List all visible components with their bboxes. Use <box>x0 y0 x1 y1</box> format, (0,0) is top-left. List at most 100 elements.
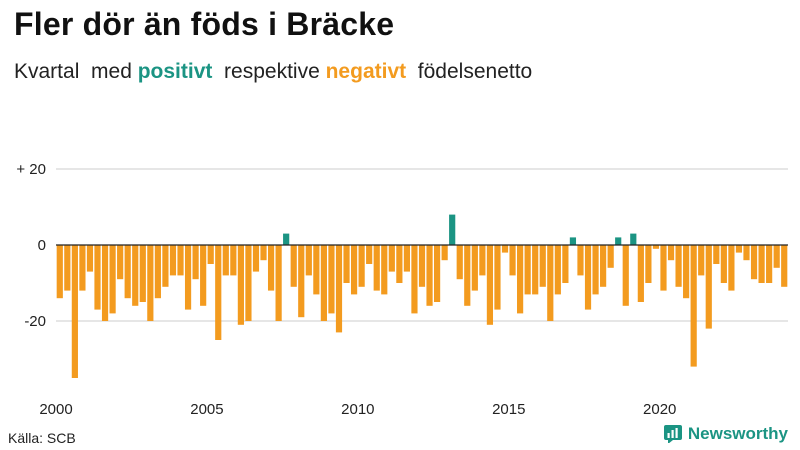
bar <box>690 245 697 367</box>
bar <box>758 245 765 283</box>
bar <box>562 245 569 283</box>
bar <box>169 245 177 276</box>
bar <box>622 245 629 306</box>
bar <box>86 245 94 272</box>
bar <box>592 245 599 295</box>
bar <box>667 245 675 261</box>
bar <box>124 245 131 299</box>
bar <box>366 245 373 264</box>
bar <box>600 245 607 287</box>
bar <box>569 237 577 245</box>
bar <box>675 245 682 287</box>
newsworthy-logo-icon <box>663 425 682 443</box>
bar <box>215 245 222 340</box>
bar <box>479 245 486 276</box>
bar <box>396 245 403 283</box>
bar <box>728 245 735 291</box>
bar <box>230 245 237 276</box>
bar <box>441 245 448 261</box>
subtitle-text-start: Kvartal med <box>14 60 138 83</box>
bar <box>403 245 410 272</box>
bar <box>207 245 214 264</box>
bar <box>781 245 788 287</box>
bar <box>517 245 524 314</box>
bar <box>486 245 494 325</box>
bar <box>320 245 327 321</box>
bar <box>750 245 758 280</box>
chart-title: Fler dör än föds i Bräcke <box>14 6 395 42</box>
bar <box>720 245 727 283</box>
bar <box>298 245 305 318</box>
bar <box>267 245 275 291</box>
bar <box>56 245 63 299</box>
bar <box>630 233 637 245</box>
chart-subtitle: Kvartal med positivt respektive negativt… <box>14 60 532 84</box>
bar <box>418 245 426 287</box>
bar <box>222 245 229 276</box>
bar <box>645 245 652 283</box>
bar <box>388 245 395 272</box>
bar <box>547 245 554 321</box>
bar <box>381 245 388 295</box>
bar <box>411 245 418 314</box>
bar <box>283 233 290 245</box>
bar <box>584 245 592 310</box>
bar <box>773 245 780 268</box>
bar <box>509 245 516 276</box>
bar <box>290 245 297 287</box>
subtitle-text-middle: respektive <box>212 60 326 83</box>
bar <box>64 245 71 291</box>
bar <box>501 245 509 253</box>
bar <box>101 245 109 321</box>
subtitle-text-end: födelsenetto <box>406 60 533 83</box>
bar <box>735 245 743 253</box>
bar <box>464 245 471 306</box>
bar <box>607 245 614 268</box>
bar <box>456 245 463 280</box>
bar <box>177 245 184 276</box>
bar <box>313 245 320 295</box>
bar <box>200 245 207 306</box>
bar <box>652 245 660 249</box>
bar <box>237 245 244 325</box>
y-tick-label: -20 <box>24 313 46 330</box>
bar <box>494 245 501 310</box>
bar <box>335 245 343 333</box>
bar <box>79 245 86 291</box>
x-tick-label: 2000 <box>39 401 72 418</box>
bar <box>554 245 561 295</box>
source-note: Källa: SCB <box>8 430 76 446</box>
bar <box>698 245 705 276</box>
bar <box>192 245 199 280</box>
bar <box>766 245 773 283</box>
bar <box>94 245 101 310</box>
bar <box>139 245 146 302</box>
bar <box>539 245 546 287</box>
bar <box>109 245 116 314</box>
x-tick-label: 2020 <box>643 401 676 418</box>
bar <box>275 245 282 321</box>
brand-label: Newsworthy <box>687 424 788 443</box>
bar <box>637 245 644 302</box>
bar <box>524 245 531 295</box>
bar <box>328 245 335 314</box>
subtitle-positive-label: positivt <box>137 60 213 83</box>
bar <box>713 245 720 264</box>
bar <box>184 245 192 310</box>
bar <box>373 245 380 291</box>
bar <box>350 245 358 295</box>
subtitle-negative-label: negativt <box>325 60 407 83</box>
bar <box>260 245 267 261</box>
y-tick-label: + 20 <box>16 161 46 178</box>
x-tick-label: 2005 <box>190 401 223 418</box>
bar <box>434 245 441 302</box>
bar <box>471 245 478 291</box>
x-tick-label: 2015 <box>492 401 525 418</box>
bar <box>532 245 539 295</box>
bar <box>426 245 433 306</box>
bar <box>705 245 712 329</box>
bar <box>343 245 350 283</box>
bar <box>683 245 690 299</box>
bar <box>117 245 124 280</box>
